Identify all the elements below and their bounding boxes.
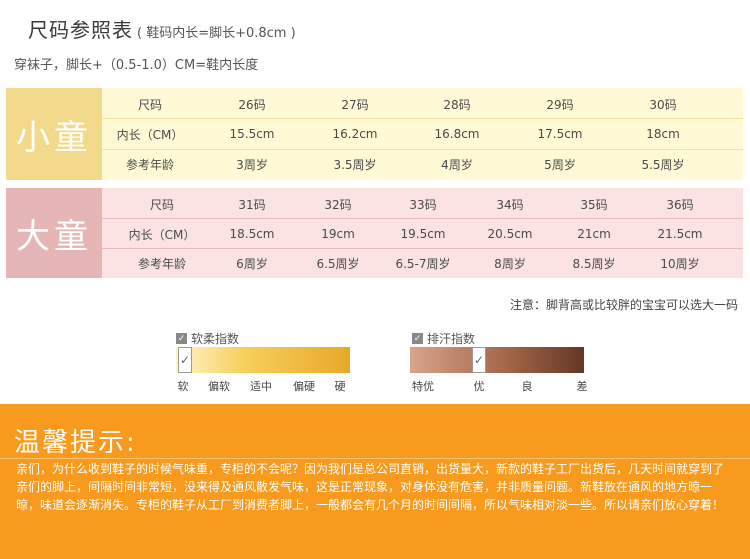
table-cell: 10周岁 bbox=[660, 256, 700, 271]
table-cell: 26码 bbox=[238, 97, 266, 112]
title-note: ( 鞋码内长=脚长+0.8cm ) bbox=[137, 26, 296, 41]
soft-label: 适中 bbox=[250, 380, 272, 393]
table-cell: 6.5周岁 bbox=[316, 256, 360, 271]
kids-row-inner-length: 内长（CM） 15.5cm 16.2cm 16.8cm 17.5cm 18cm bbox=[102, 119, 743, 149]
sweat-index-header: ✓ 排汗指数 bbox=[412, 330, 475, 347]
table-cell: 17.5cm bbox=[537, 127, 583, 141]
divider bbox=[102, 218, 743, 219]
sweat-index-title: 排汗指数 bbox=[427, 332, 476, 346]
row-label: 参考年龄 bbox=[125, 157, 175, 172]
tips-panel: 温馨提示: 亲们，为什么收到鞋子的时候气味重，专柜的不会呢？因为我们是总公司直销… bbox=[0, 404, 750, 559]
page-title: 尺码参照表 bbox=[28, 18, 133, 42]
table-cell: 6.5-7周岁 bbox=[395, 256, 451, 271]
table-cell: 33码 bbox=[409, 197, 437, 212]
table-cell: 4周岁 bbox=[441, 157, 473, 172]
kids-row-size: 尺码 26码 27码 28码 29码 30码 bbox=[102, 89, 743, 119]
table-cell: 21cm bbox=[577, 227, 611, 241]
sweat-index-marker-icon: ✓ bbox=[472, 347, 486, 373]
sweat-label: 特优 bbox=[412, 380, 434, 393]
soft-index-bar: ✓ bbox=[176, 347, 350, 373]
table-cell: 8周岁 bbox=[494, 256, 526, 271]
row-label: 内长（CM） bbox=[116, 127, 184, 142]
table-cell: 5周岁 bbox=[544, 157, 576, 172]
soft-label: 硬 bbox=[334, 380, 346, 393]
big-row-inner-length: 内长（CM） 18.5cm 19cm 19.5cm 20.5cm 21cm 21… bbox=[102, 219, 743, 249]
table-cell: 3周岁 bbox=[236, 157, 268, 172]
soft-index-header: ✓ 软柔指数 bbox=[176, 330, 239, 347]
table-cell: 31码 bbox=[238, 197, 266, 212]
table-cell: 20.5cm bbox=[487, 227, 533, 241]
big-kids-size-table: 大童 尺码 31码 32码 33码 34码 35码 36码 内长（CM） 18.… bbox=[6, 188, 743, 278]
table-cell: 6周岁 bbox=[236, 256, 268, 271]
divider bbox=[102, 248, 743, 249]
table-cell: 15.5cm bbox=[229, 127, 275, 141]
divider bbox=[0, 458, 750, 459]
big-category-label: 大童 bbox=[6, 188, 102, 278]
table-cell: 3.5周岁 bbox=[333, 157, 377, 172]
sweat-index-bar: ✓ bbox=[410, 347, 584, 373]
table-cell: 19.5cm bbox=[400, 227, 446, 241]
divider bbox=[102, 118, 743, 119]
soft-label: 偏硬 bbox=[293, 380, 315, 393]
big-row-size: 尺码 31码 32码 33码 34码 35码 36码 bbox=[102, 189, 743, 219]
table-cell: 16.8cm bbox=[434, 127, 480, 141]
sweat-label: 良 bbox=[521, 380, 533, 393]
divider bbox=[102, 149, 743, 150]
checkbox-icon: ✓ bbox=[176, 333, 187, 344]
table-cell: 27码 bbox=[341, 97, 369, 112]
table-cell: 30码 bbox=[649, 97, 677, 112]
table-cell: 8.5周岁 bbox=[572, 256, 616, 271]
sizing-note: 注意：脚背高或比较胖的宝宝可以选大一码 bbox=[509, 298, 738, 312]
soft-label: 偏软 bbox=[208, 380, 230, 393]
kids-row-age: 参考年龄 3周岁 3.5周岁 4周岁 5周岁 5.5周岁 bbox=[102, 149, 743, 179]
subtitle: 穿袜子，脚长+（0.5-1.0）CM=鞋内长度 bbox=[14, 58, 259, 73]
checkbox-icon: ✓ bbox=[412, 333, 423, 344]
table-cell: 32码 bbox=[324, 197, 352, 212]
row-label: 尺码 bbox=[137, 97, 163, 112]
soft-index-title: 软柔指数 bbox=[191, 332, 240, 346]
sweat-label: 优 bbox=[473, 380, 485, 393]
row-label: 内长（CM） bbox=[128, 227, 196, 242]
kids-category-label: 小童 bbox=[6, 88, 102, 180]
tips-body: 亲们，为什么收到鞋子的时候气味重，专柜的不会呢？因为我们是总公司直销，出货量大，… bbox=[16, 462, 725, 512]
soft-index-marker-icon: ✓ bbox=[178, 347, 192, 373]
soft-label: 软 bbox=[177, 380, 189, 393]
kids-size-table: 小童 尺码 26码 27码 28码 29码 30码 内长（CM） 15.5cm … bbox=[6, 88, 743, 180]
table-cell: 34码 bbox=[496, 197, 524, 212]
table-cell: 18.5cm bbox=[229, 227, 275, 241]
row-label: 尺码 bbox=[149, 197, 175, 212]
table-cell: 16.2cm bbox=[332, 127, 378, 141]
table-cell: 28码 bbox=[443, 97, 471, 112]
header: 尺码参照表 ( 鞋码内长=脚长+0.8cm ) bbox=[28, 14, 296, 43]
table-cell: 29码 bbox=[546, 97, 574, 112]
table-cell: 36码 bbox=[666, 197, 694, 212]
tips-title: 温馨提示: bbox=[14, 428, 137, 458]
big-row-age: 参考年龄 6周岁 6.5周岁 6.5-7周岁 8周岁 8.5周岁 10周岁 bbox=[102, 248, 743, 278]
table-cell: 21.5cm bbox=[657, 227, 703, 241]
table-cell: 35码 bbox=[580, 197, 608, 212]
table-cell: 18cm bbox=[646, 127, 680, 141]
table-cell: 5.5周岁 bbox=[641, 157, 685, 172]
sweat-label: 差 bbox=[576, 380, 588, 393]
row-label: 参考年龄 bbox=[137, 256, 187, 271]
table-cell: 19cm bbox=[321, 227, 355, 241]
